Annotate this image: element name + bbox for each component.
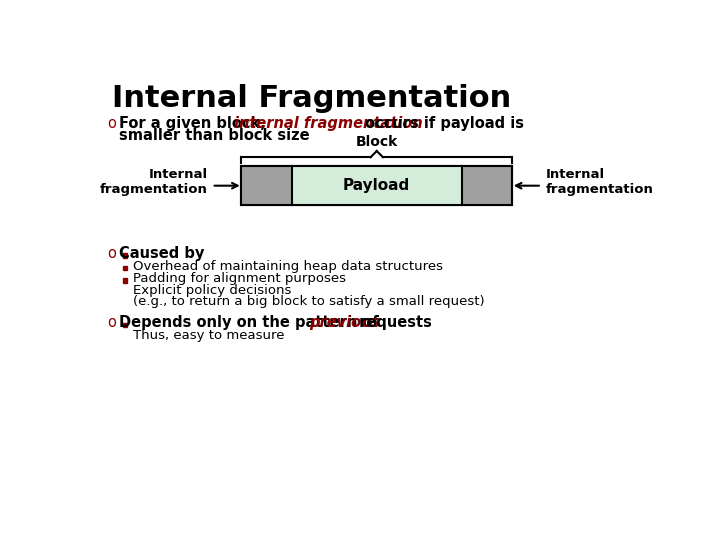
Text: o: o bbox=[107, 315, 116, 330]
Text: Internal
fragmentation: Internal fragmentation bbox=[100, 168, 208, 196]
Text: Payload: Payload bbox=[343, 178, 410, 193]
Bar bbox=[122, 253, 127, 258]
Bar bbox=[122, 266, 127, 271]
Text: Internal Fragmentation: Internal Fragmentation bbox=[112, 84, 511, 113]
Text: internal fragmentation: internal fragmentation bbox=[234, 116, 423, 131]
Bar bbox=[292, 166, 462, 205]
Text: (e.g., to return a big block to satisfy a small request): (e.g., to return a big block to satisfy … bbox=[132, 295, 485, 308]
Bar bbox=[122, 278, 127, 283]
Text: Explicit policy decisions: Explicit policy decisions bbox=[132, 284, 291, 297]
Bar bbox=[122, 323, 127, 327]
Text: Padding for alignment purposes: Padding for alignment purposes bbox=[132, 272, 346, 285]
Bar bbox=[241, 166, 292, 205]
Text: For a given block,: For a given block, bbox=[120, 116, 271, 131]
Bar bbox=[241, 166, 513, 205]
Text: previous: previous bbox=[310, 315, 381, 330]
Bar bbox=[241, 166, 513, 205]
Text: Thus, easy to measure: Thus, easy to measure bbox=[132, 329, 284, 342]
Bar bbox=[462, 166, 513, 205]
Text: Block: Block bbox=[356, 136, 398, 150]
Text: Internal
fragmentation: Internal fragmentation bbox=[546, 168, 654, 196]
Text: occurs if payload is: occurs if payload is bbox=[361, 116, 524, 131]
Text: o: o bbox=[107, 116, 116, 131]
Text: Depends only on the pattern of: Depends only on the pattern of bbox=[120, 315, 384, 330]
Text: Overhead of maintaining heap data structures: Overhead of maintaining heap data struct… bbox=[132, 260, 443, 273]
Text: smaller than block size: smaller than block size bbox=[120, 128, 310, 143]
Text: requests: requests bbox=[354, 315, 431, 330]
Text: o: o bbox=[107, 246, 116, 261]
Text: Caused by: Caused by bbox=[120, 246, 204, 261]
